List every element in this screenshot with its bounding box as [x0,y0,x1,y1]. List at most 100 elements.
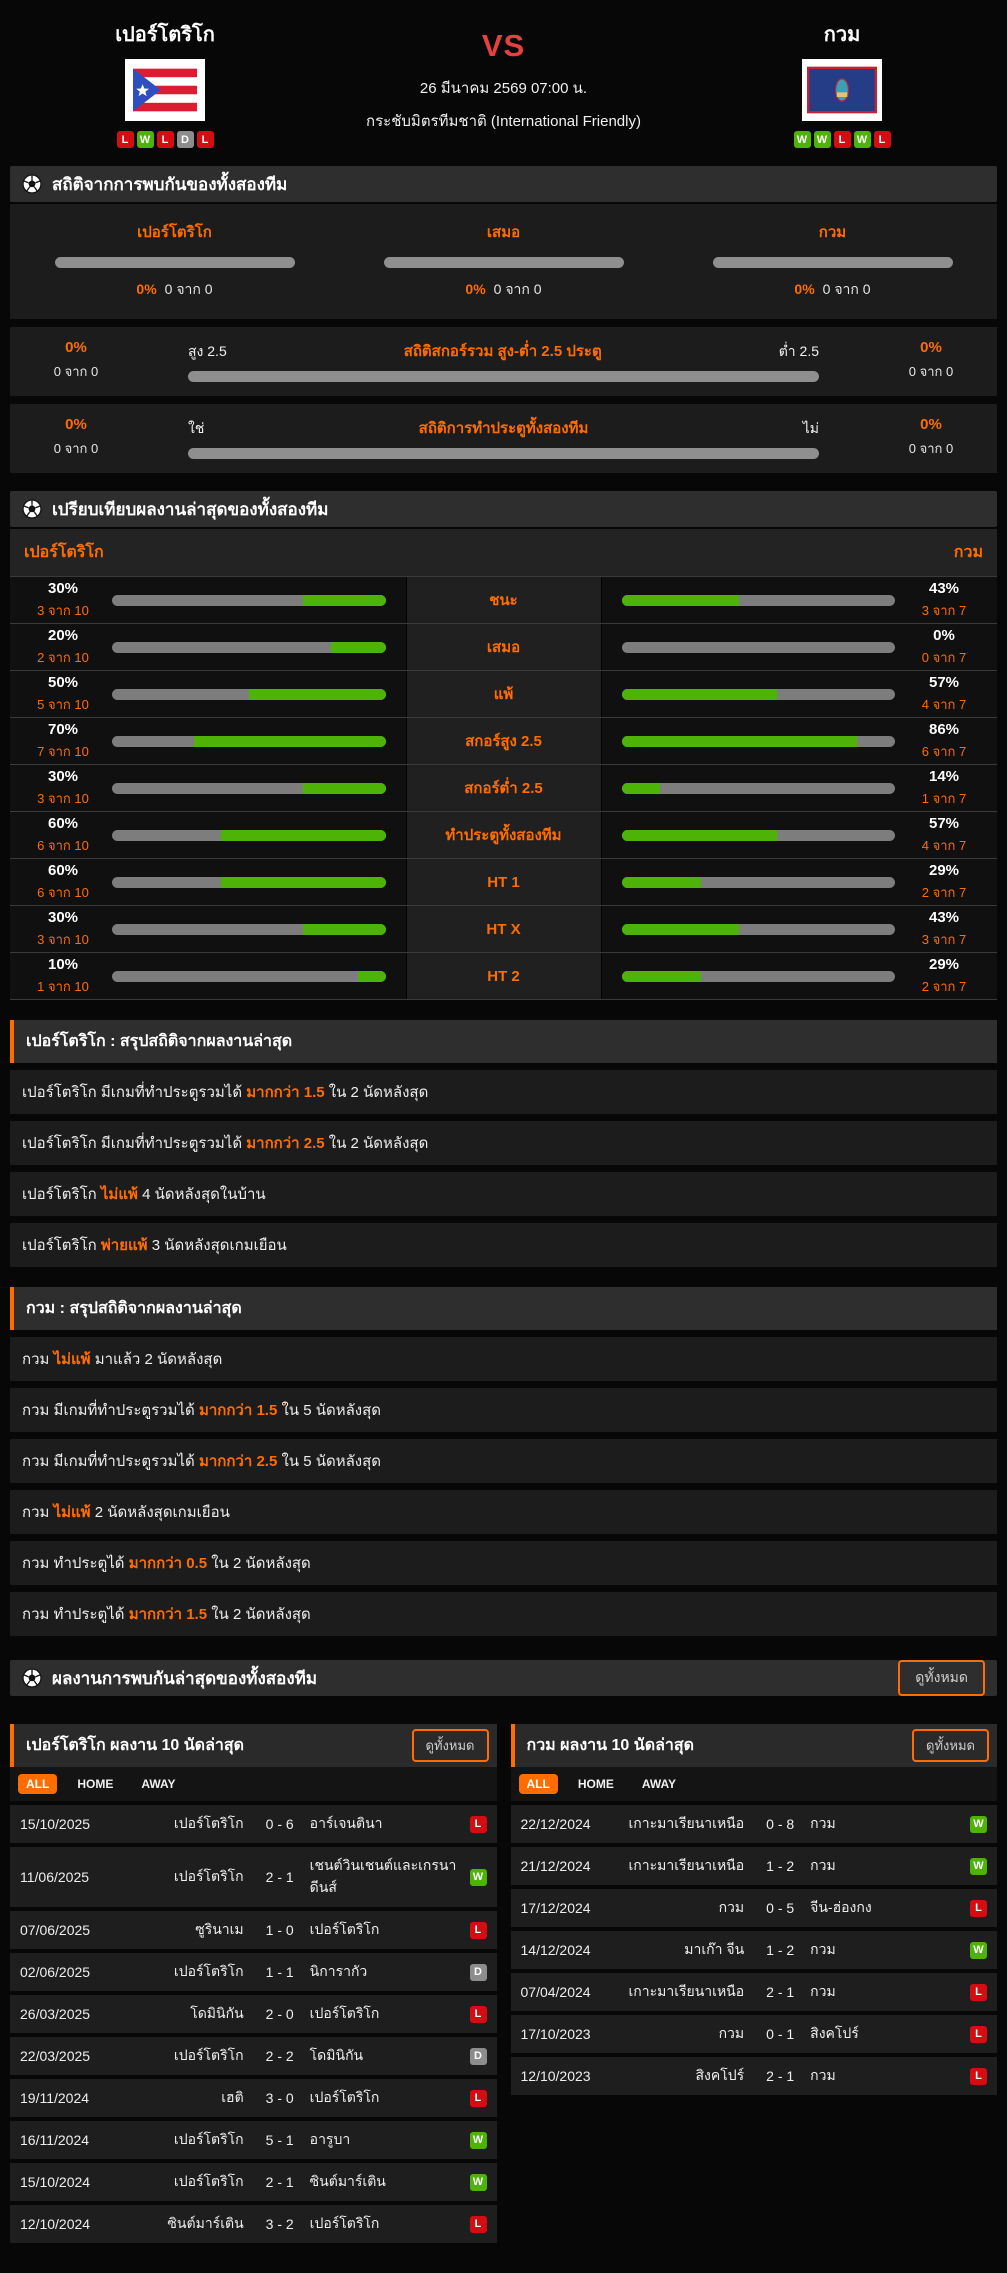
match-away-team: เปอร์โตริโก [309,1921,380,1937]
away-results-header: กวม ผลงาน 10 นัดล่าสุด ดูทั้งหมด [510,1724,997,1767]
match-score: 2 - 1 [766,1984,795,2000]
away-progress-fill [621,688,778,700]
comparison-away-cell: 0% 0 จาก 7 [601,624,997,670]
comparison-row: 30% 3 จาก 10 สกอร์ต่ำ 2.5 14% 1 จาก 7 [10,765,997,812]
h2h-draw-bar [383,257,624,268]
match-home-team: เฮติ [221,2089,244,2105]
home-results-tabs: ALL HOME AWAY [10,1767,497,1801]
guam-flag-icon [807,66,877,114]
form-result-badge: W [793,131,811,148]
match-away-team: อาร์เจนตินา [309,1815,383,1831]
home-count: 3 จาก 10 [37,931,89,947]
away-summary-rows: กวม ไม่แพ้ มาแล้ว 2 นัดหลังสุด กวม มีเกม… [10,1337,997,1636]
away-percent: 29% [928,955,960,973]
home-tab-away[interactable]: AWAY [141,1777,176,1791]
match-away-team: เปอร์โตริโก [309,2215,380,2231]
away-percent: 43% [928,579,960,597]
summary-text-pre: กวม ทำประตูได้ [22,1606,125,1623]
away-count: 2 จาก 7 [921,978,967,994]
away-percent: 43% [928,908,960,926]
home-progress-bar [112,782,386,794]
home-view-all-button[interactable]: ดูทั้งหมด [411,1729,489,1762]
summary-row: เปอร์โตริโก มีเกมที่ทำประตูรวมได้ มากกว่… [10,1121,997,1165]
form-result-badge: W [853,131,871,148]
summary-text-post: 4 นัดหลังสุดในบ้าน [142,1186,266,1203]
home-tab-all[interactable]: ALL [18,1774,58,1794]
away-team-name: กวม [823,24,861,46]
form-result-badge: L [196,131,214,148]
btts-yes-label: ใช่ [188,420,205,436]
summary-text-post: มาแล้ว 2 นัดหลังสุด [94,1351,223,1368]
soccer-ball-icon [22,499,42,519]
summary-highlight: มากกว่า 1.5 [246,1084,325,1101]
home-percent: 30% [47,767,79,785]
away-count: 4 จาก 7 [921,696,967,712]
match-row: 15/10/2025 เปอร์โตริโก 0 - 6 อาร์เจนตินา… [10,1805,497,1843]
comparison-row: 60% 6 จาก 10 HT 1 29% 2 จาก 7 [10,859,997,906]
match-score: 0 - 5 [766,1900,795,1916]
match-away-team: เชนต์วินเชนต์และเกรนาดีนส์ [309,1857,457,1895]
home-results-header: เปอร์โตริโก ผลงาน 10 นัดล่าสุด ดูทั้งหมด [10,1724,497,1767]
home-count: 7 จาก 10 [37,743,89,759]
match-score: 2 - 2 [265,2048,294,2064]
comparison-title: เปรียบเทียบผลงานล่าสุดของทั้งสองทีม [52,499,329,519]
match-date: 22/12/2024 [520,1816,591,1832]
comparison-stat-label: HT X [405,906,602,952]
match-row: 26/03/2025 โดมินิกัน 2 - 0 เปอร์โตริโก L [10,1995,497,2033]
summary-highlight: พ่ายแพ้ [100,1237,148,1254]
h2h-away-column: กวม 0% 0 จาก 0 [668,220,997,301]
form-result-badge: L [873,131,891,148]
match-score: 2 - 1 [766,2068,795,2084]
match-date: 22/03/2025 [20,2048,91,2064]
away-count: 3 จาก 7 [921,931,967,947]
home-count: 6 จาก 10 [37,837,89,853]
away-tab-all[interactable]: ALL [518,1774,558,1794]
summary-row: กวม ไม่แพ้ มาแล้ว 2 นัดหลังสุด [10,1337,997,1381]
match-score: 0 - 8 [766,1816,795,1832]
comparison-stat-label: เสมอ [405,624,602,670]
comparison-home-cell: 50% 5 จาก 10 [10,671,406,717]
match-home-team: เปอร์โตริโก [173,1963,244,1979]
summary-highlight: มากกว่า 1.5 [198,1402,278,1419]
match-home-team: เกาะมาเรียนาเหนือ [628,1857,745,1873]
match-row: 07/06/2025 ซูรินาเม 1 - 0 เปอร์โตริโก L [10,1911,497,1949]
summary-text-pre: กวม มีเกมที่ทำประตูรวมได้ [22,1453,195,1470]
home-count: 2 จาก 10 [37,649,89,665]
match-result-badge: D [469,1963,487,1981]
form-result-badge: L [833,131,851,148]
home-percent: 60% [47,861,79,879]
soccer-ball-icon [22,174,42,194]
home-progress-fill [221,829,386,841]
away-tab-away[interactable]: AWAY [641,1777,677,1791]
summary-text-post: ใน 5 นัดหลังสุด [281,1402,382,1419]
home-progress-bar [112,970,386,982]
match-home-team: มาเก๊า จีน [684,1941,745,1957]
comparison-away-cell: 43% 3 จาก 7 [601,906,997,952]
away-tab-home[interactable]: HOME [577,1777,614,1791]
summary-text-pre: กวม มีเกมที่ทำประตูรวมได้ [22,1402,195,1419]
home-tab-home[interactable]: HOME [77,1777,114,1791]
h2h-draw-label: เสมอ [486,224,521,241]
match-result-badge: L [469,2089,487,2107]
comparison-away-cell: 29% 2 จาก 7 [601,859,997,905]
match-result-badge: W [970,1941,987,1959]
puerto-rico-flag-icon [133,68,197,112]
match-home-team: เกาะมาเรียนาเหนือ [628,1983,745,1999]
home-team-flag [125,59,205,121]
summary-row: กวม มีเกมที่ทำประตูรวมได้ มากกว่า 1.5 ใน… [10,1388,997,1432]
home-progress-bar [112,641,386,653]
away-progress-fill [621,923,740,935]
match-home-team: เปอร์โตริโก [173,1868,244,1884]
match-row: 12/10/2023 สิงคโปร์ 2 - 1 กวม L [510,2057,997,2095]
match-score: 1 - 1 [265,1964,294,1980]
away-view-all-button[interactable]: ดูทั้งหมด [912,1729,989,1762]
match-result-badge: L [970,1983,987,2001]
home-form-badges: L W L D L [116,131,214,148]
home-percent: 70% [47,720,79,738]
summary-text-post: ใน 2 นัดหลังสุด [211,1555,311,1572]
match-date: 19/11/2024 [20,2090,90,2106]
h2h-view-all-button[interactable]: ดูทั้งหมด [898,1660,985,1696]
home-progress-bar [112,735,386,747]
summary-row: เปอร์โตริโก ไม่แพ้ 4 นัดหลังสุดในบ้าน [10,1172,997,1216]
